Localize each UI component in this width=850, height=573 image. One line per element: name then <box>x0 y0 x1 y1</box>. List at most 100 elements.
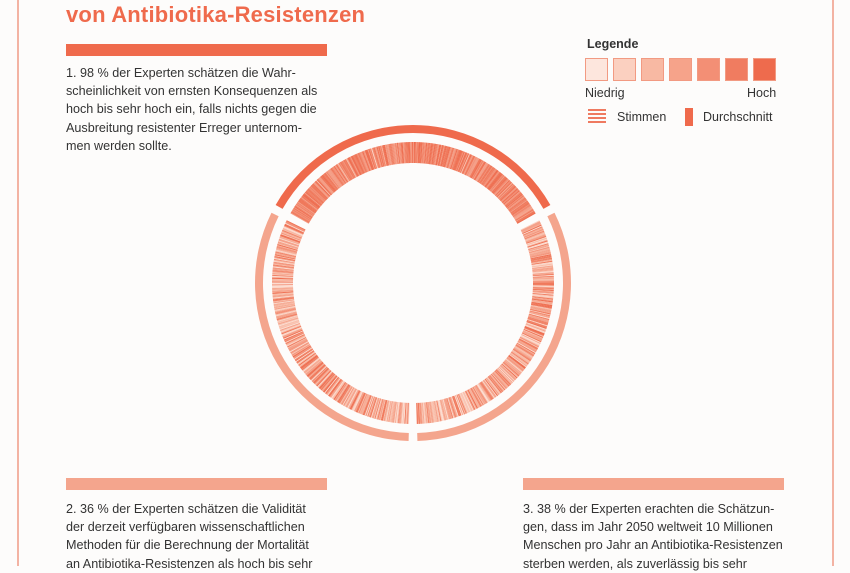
statement-line: Ausbreitung resistenter Erreger unternom… <box>66 120 302 135</box>
ring-vote-3 <box>453 395 462 416</box>
ring-vote-3 <box>530 304 552 310</box>
ring-vote-2 <box>400 402 404 424</box>
ring-vote-3 <box>526 238 548 247</box>
ring-vote-3 <box>532 273 554 277</box>
statement-line: gen, dass im Jahr 2050 weltweit 10 Milli… <box>523 520 773 535</box>
ring-vote-3 <box>440 399 447 421</box>
ring-vote-1 <box>487 172 502 190</box>
ring-vote-2 <box>272 273 294 277</box>
ring-vote-1 <box>497 183 514 199</box>
ring-vote-1 <box>439 145 446 167</box>
ring-vote-2 <box>299 354 318 369</box>
ring-vote-3 <box>527 242 549 250</box>
ring-vote-3 <box>525 325 545 334</box>
ring-vote-2 <box>368 396 376 417</box>
ring-vote-1 <box>435 144 441 166</box>
ring-vote-2 <box>285 221 305 232</box>
ring-vote-1 <box>451 149 460 170</box>
ring-vote-1 <box>417 142 420 164</box>
ring-vote-3 <box>519 337 539 348</box>
ring-vote-3 <box>479 382 493 401</box>
ring-vote-1 <box>468 157 479 177</box>
statement-1-bar <box>66 44 327 56</box>
ring-vote-2 <box>390 401 395 423</box>
ring-vote-2 <box>332 381 346 400</box>
ring-vote-1 <box>320 175 336 193</box>
ring-vote-1 <box>491 176 507 194</box>
ring-vote-2 <box>285 334 305 344</box>
ring-vote-1 <box>355 153 366 174</box>
ring-vote-3 <box>514 346 533 359</box>
ring-vote-2 <box>278 319 300 328</box>
ring-vote-2 <box>272 279 294 281</box>
ring-vote-3 <box>500 364 517 380</box>
ring-vote-3 <box>477 383 490 403</box>
ring-vote-3 <box>499 365 516 381</box>
ring-vote-3 <box>531 301 553 307</box>
ring-vote-2 <box>272 292 294 296</box>
ring-vote-2 <box>273 302 295 308</box>
ring-vote-3 <box>529 308 551 315</box>
ring-vote-2 <box>348 389 360 410</box>
ring-vote-3 <box>529 247 550 254</box>
ring-vote-2 <box>351 390 362 411</box>
ring-vote-1 <box>508 198 527 212</box>
ring-vote-2 <box>337 384 350 403</box>
ring-vote-2 <box>330 380 344 398</box>
ring-vote-1 <box>479 165 492 184</box>
ring-vote-1 <box>471 159 483 179</box>
ring-vote-1 <box>507 196 525 210</box>
ring-vote-3 <box>526 236 547 245</box>
ring-vote-1 <box>513 205 532 218</box>
ring-vote-3 <box>434 400 440 422</box>
ring-vote-1 <box>416 142 418 164</box>
ring-vote-3 <box>446 397 454 419</box>
ring-vote-3 <box>508 355 526 370</box>
ring-vote-2 <box>316 370 332 387</box>
ring-vote-3 <box>525 233 546 242</box>
ring-vote-3 <box>530 256 552 262</box>
ring-vote-3 <box>469 388 481 408</box>
ring-vote-1 <box>312 183 329 199</box>
ring-vote-1 <box>364 150 373 171</box>
ring-vote-2 <box>293 346 312 359</box>
ring-vote-3 <box>436 400 442 422</box>
ring-vote-3 <box>513 348 532 361</box>
ring-vote-3 <box>430 401 435 423</box>
ring-vote-1 <box>413 142 415 164</box>
ring-vote-1 <box>477 164 491 183</box>
ring-vote-3 <box>531 263 553 268</box>
ring-vote-2 <box>360 394 369 415</box>
ring-vote-2 <box>297 352 316 366</box>
ring-vote-3 <box>523 329 543 339</box>
ring-vote-2 <box>283 225 304 235</box>
ring-vote-3 <box>457 393 467 414</box>
ring-vote-3 <box>471 387 483 406</box>
ring-vote-3 <box>514 346 533 359</box>
ring-vote-1 <box>513 206 532 219</box>
ring-vote-2 <box>381 400 388 421</box>
ring-vote-1 <box>373 147 381 168</box>
ring-vote-3 <box>522 331 542 342</box>
ring-vote-1 <box>365 149 374 170</box>
ring-vote-2 <box>294 347 313 360</box>
ring-vote-1 <box>394 143 398 165</box>
ring-vote-1 <box>468 158 480 178</box>
ring-vote-2 <box>364 395 373 416</box>
ring-vote-1 <box>449 148 457 169</box>
ring-vote-1 <box>382 145 388 166</box>
ring-vote-1 <box>496 181 513 198</box>
ring-vote-3 <box>531 260 553 265</box>
ring-vote-2 <box>302 357 320 372</box>
ring-vote-3 <box>530 308 551 314</box>
ring-vote-1 <box>501 187 518 203</box>
ring-vote-3 <box>454 395 463 416</box>
ring-vote-2 <box>280 323 301 332</box>
ring-vote-2 <box>378 399 385 420</box>
ring-vote-2 <box>407 402 410 424</box>
ring-vote-3 <box>520 334 541 345</box>
ring-vote-1 <box>300 196 319 211</box>
ring-vote-3 <box>424 402 428 424</box>
ring-vote-3 <box>521 222 541 232</box>
ring-vote-3 <box>511 350 530 363</box>
